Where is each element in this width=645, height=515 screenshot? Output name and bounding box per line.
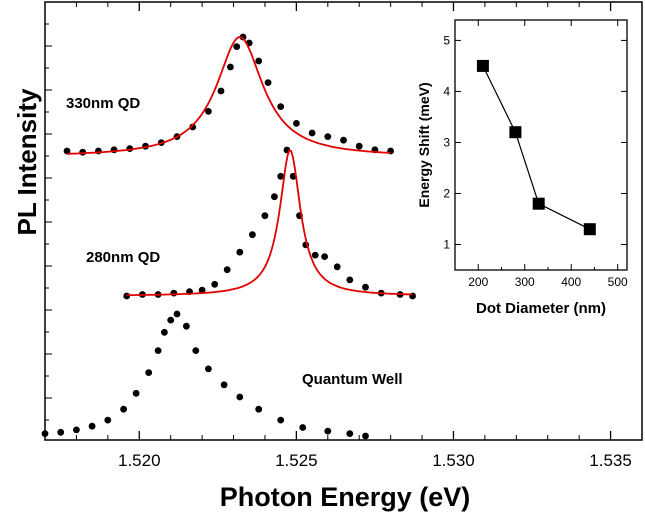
data-point: [255, 405, 263, 413]
inset-plot-frame: [454, 19, 628, 271]
main-y-axis: [45, 23, 52, 421]
inset-y-tick-label: 5: [443, 33, 450, 47]
data-point: [346, 430, 354, 437]
data-point: [277, 172, 285, 180]
data-point: [264, 79, 272, 86]
main-x-axis: 1.520 1.525 1.530 1.535: [44, 2, 643, 470]
inset-x-tick-label: 500: [608, 275, 628, 289]
data-point: [271, 193, 278, 201]
data-point: [211, 280, 219, 288]
main-x-tick-label: 1.520: [118, 451, 161, 470]
inset-data-marker: [509, 126, 522, 139]
main-plot-frame: [44, 1, 643, 441]
data-point: [132, 389, 140, 397]
data-point: [346, 276, 354, 284]
fit-curve: [126, 149, 413, 296]
data-point: [217, 87, 225, 95]
data-point: [145, 369, 153, 376]
inset-x-axis-title: Dot Diameter (nm): [476, 300, 606, 317]
inset-connecting-line: [482, 65, 591, 230]
data-point: [192, 347, 200, 354]
data-point: [88, 422, 96, 430]
data-point: [299, 424, 307, 431]
data-point: [183, 322, 190, 330]
data-point: [324, 427, 332, 435]
data-point: [170, 289, 178, 297]
inset-x-tick-label: 400: [561, 275, 581, 289]
data-point: [311, 251, 319, 259]
inset-y-axis-title: Energy Shift (meV): [416, 82, 432, 207]
inset-y-axis: 1 2 3 4 5: [443, 33, 627, 251]
data-point: [79, 148, 87, 156]
inset-y-tick-label: 2: [443, 186, 450, 200]
data-point: [198, 286, 206, 294]
data-point: [73, 426, 80, 434]
inset-x-tick-label: 200: [468, 275, 488, 289]
series-label-quantum-well: Quantum Well: [302, 371, 403, 388]
inset-y-tick-label: 4: [443, 84, 450, 98]
data-point: [223, 266, 231, 274]
data-point: [205, 108, 212, 115]
inset-y-tick-label: 1: [443, 237, 450, 251]
main-x-tick-label: 1.525: [275, 451, 318, 470]
data-point: [249, 231, 256, 239]
data-point: [233, 43, 241, 50]
main-x-tick-label: 1.535: [589, 451, 632, 470]
data-point: [362, 432, 369, 440]
data-point: [57, 428, 65, 436]
main-x-tick-label: 1.530: [432, 451, 475, 470]
inset-x-tick-label: 300: [515, 275, 535, 289]
inset-x-axis: 200 300 400 500: [468, 20, 628, 289]
data-point: [154, 347, 162, 354]
data-point: [239, 33, 247, 41]
inset-data-marker: [476, 59, 489, 72]
data-point: [293, 120, 300, 127]
data-point: [277, 103, 285, 110]
fit-curve: [66, 36, 391, 155]
data-point: [308, 129, 316, 137]
series-label-330nm: 330nm QD: [66, 95, 140, 112]
data-point: [227, 63, 234, 71]
data-point: [104, 416, 112, 424]
series-label-280nm: 280nm QD: [86, 249, 160, 266]
inset-data-marker: [583, 223, 596, 236]
data-point: [167, 316, 175, 324]
data-point: [362, 283, 369, 291]
inset-data-marker: [532, 197, 545, 210]
data-point: [205, 365, 212, 373]
data-point: [321, 253, 328, 260]
data-point: [236, 248, 244, 256]
data-point: [255, 57, 263, 65]
data-point: [324, 133, 332, 141]
inset-series-group: [476, 59, 596, 236]
data-point: [189, 123, 197, 131]
data-point: [220, 381, 228, 389]
data-point: [63, 147, 71, 155]
data-point: [236, 393, 244, 401]
data-point: [340, 136, 347, 144]
data-point: [277, 416, 285, 424]
data-point: [333, 263, 341, 271]
main-y-axis-title: PL Intensity: [12, 88, 42, 235]
main-series-group: [41, 33, 416, 440]
data-point: [161, 328, 168, 336]
data-point: [261, 212, 269, 220]
data-point: [41, 430, 49, 437]
data-point: [120, 405, 127, 413]
inset-y-tick-label: 3: [443, 135, 450, 149]
data-point: [173, 310, 181, 318]
main-x-axis-title: Photon Energy (eV): [220, 482, 471, 512]
data-point: [355, 142, 363, 150]
